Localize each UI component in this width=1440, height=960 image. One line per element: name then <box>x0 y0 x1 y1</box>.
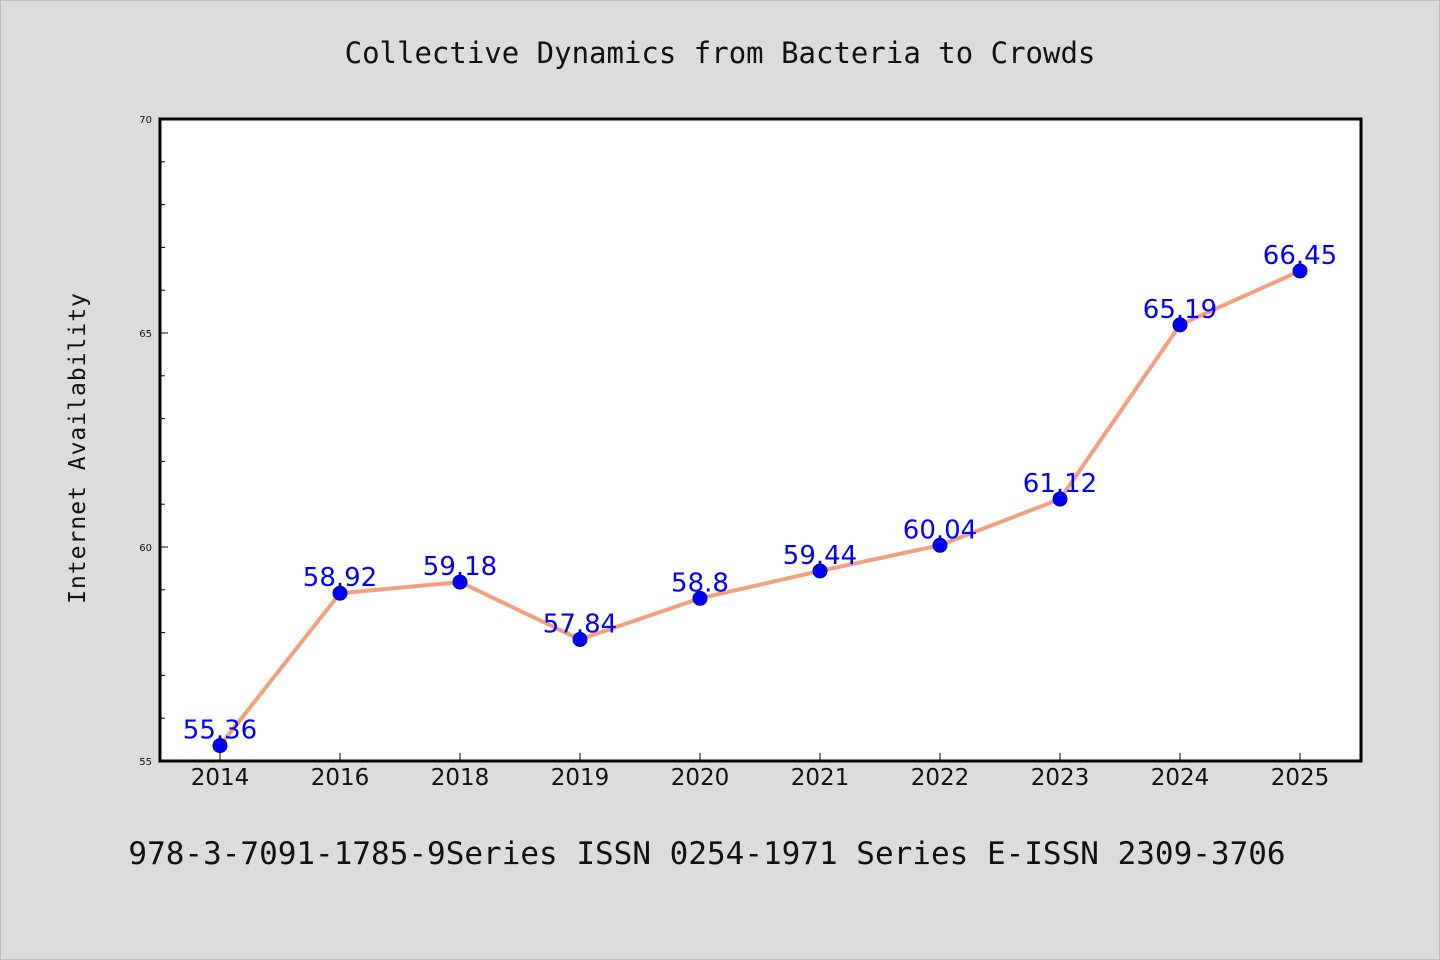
data-point <box>1172 317 1188 333</box>
x-tick-label: 2020 <box>671 765 730 791</box>
chart-title: Collective Dynamics from Bacteria to Cro… <box>345 36 1096 70</box>
data-point <box>212 738 228 754</box>
data-point <box>332 585 348 601</box>
y-tick-label: 55 <box>139 757 152 768</box>
data-point <box>572 631 588 647</box>
x-tick-label: 2021 <box>791 765 850 791</box>
series-group: 55.36 58.92 59.18 57.84 58.8 59.44 60.04 61.12 6… <box>183 241 1337 754</box>
data-point <box>692 590 708 606</box>
data-label: 55.36 <box>183 716 257 746</box>
data-label: 65.19 <box>1143 295 1217 325</box>
data-label: 57.84 <box>543 609 617 639</box>
footer-isbn-text: 978-3-7091-1785-9Series ISSN 0254-1971 S… <box>128 836 1285 872</box>
x-tick-label: 2024 <box>1151 765 1210 791</box>
data-point <box>452 574 468 590</box>
x-tick-label: 2016 <box>311 765 370 791</box>
series-line <box>218 269 1301 747</box>
data-point <box>1052 491 1068 507</box>
x-tick-label: 2014 <box>191 765 250 791</box>
data-label: 58.8 <box>671 568 729 598</box>
x-tick-label: 2019 <box>551 765 610 791</box>
data-point <box>812 563 828 579</box>
y-tick-label: 70 <box>139 115 152 126</box>
data-label: 66.45 <box>1263 241 1337 271</box>
data-point <box>1292 263 1308 279</box>
data-label: 59.18 <box>423 552 497 582</box>
x-tick-label: 2018 <box>431 765 490 791</box>
data-label: 58.92 <box>303 563 377 593</box>
x-axis: 2014 2016 2018 2019 2020 2021 2022 2023 2024 2025 <box>191 753 1330 791</box>
data-label: 60.04 <box>903 515 977 545</box>
x-tick-label: 2025 <box>1271 765 1330 791</box>
plot-area <box>160 119 1361 761</box>
x-tick-label: 2022 <box>911 765 970 791</box>
data-point <box>932 537 948 553</box>
y-axis-label: Internet Availability <box>65 292 91 604</box>
data-label: 61.12 <box>1023 469 1097 499</box>
plot-border <box>158 117 1363 763</box>
y-tick-label: 60 <box>139 543 152 554</box>
y-tick-label: 65 <box>139 329 152 340</box>
data-label: 59.44 <box>783 541 857 571</box>
x-tick-label: 2023 <box>1031 765 1090 791</box>
